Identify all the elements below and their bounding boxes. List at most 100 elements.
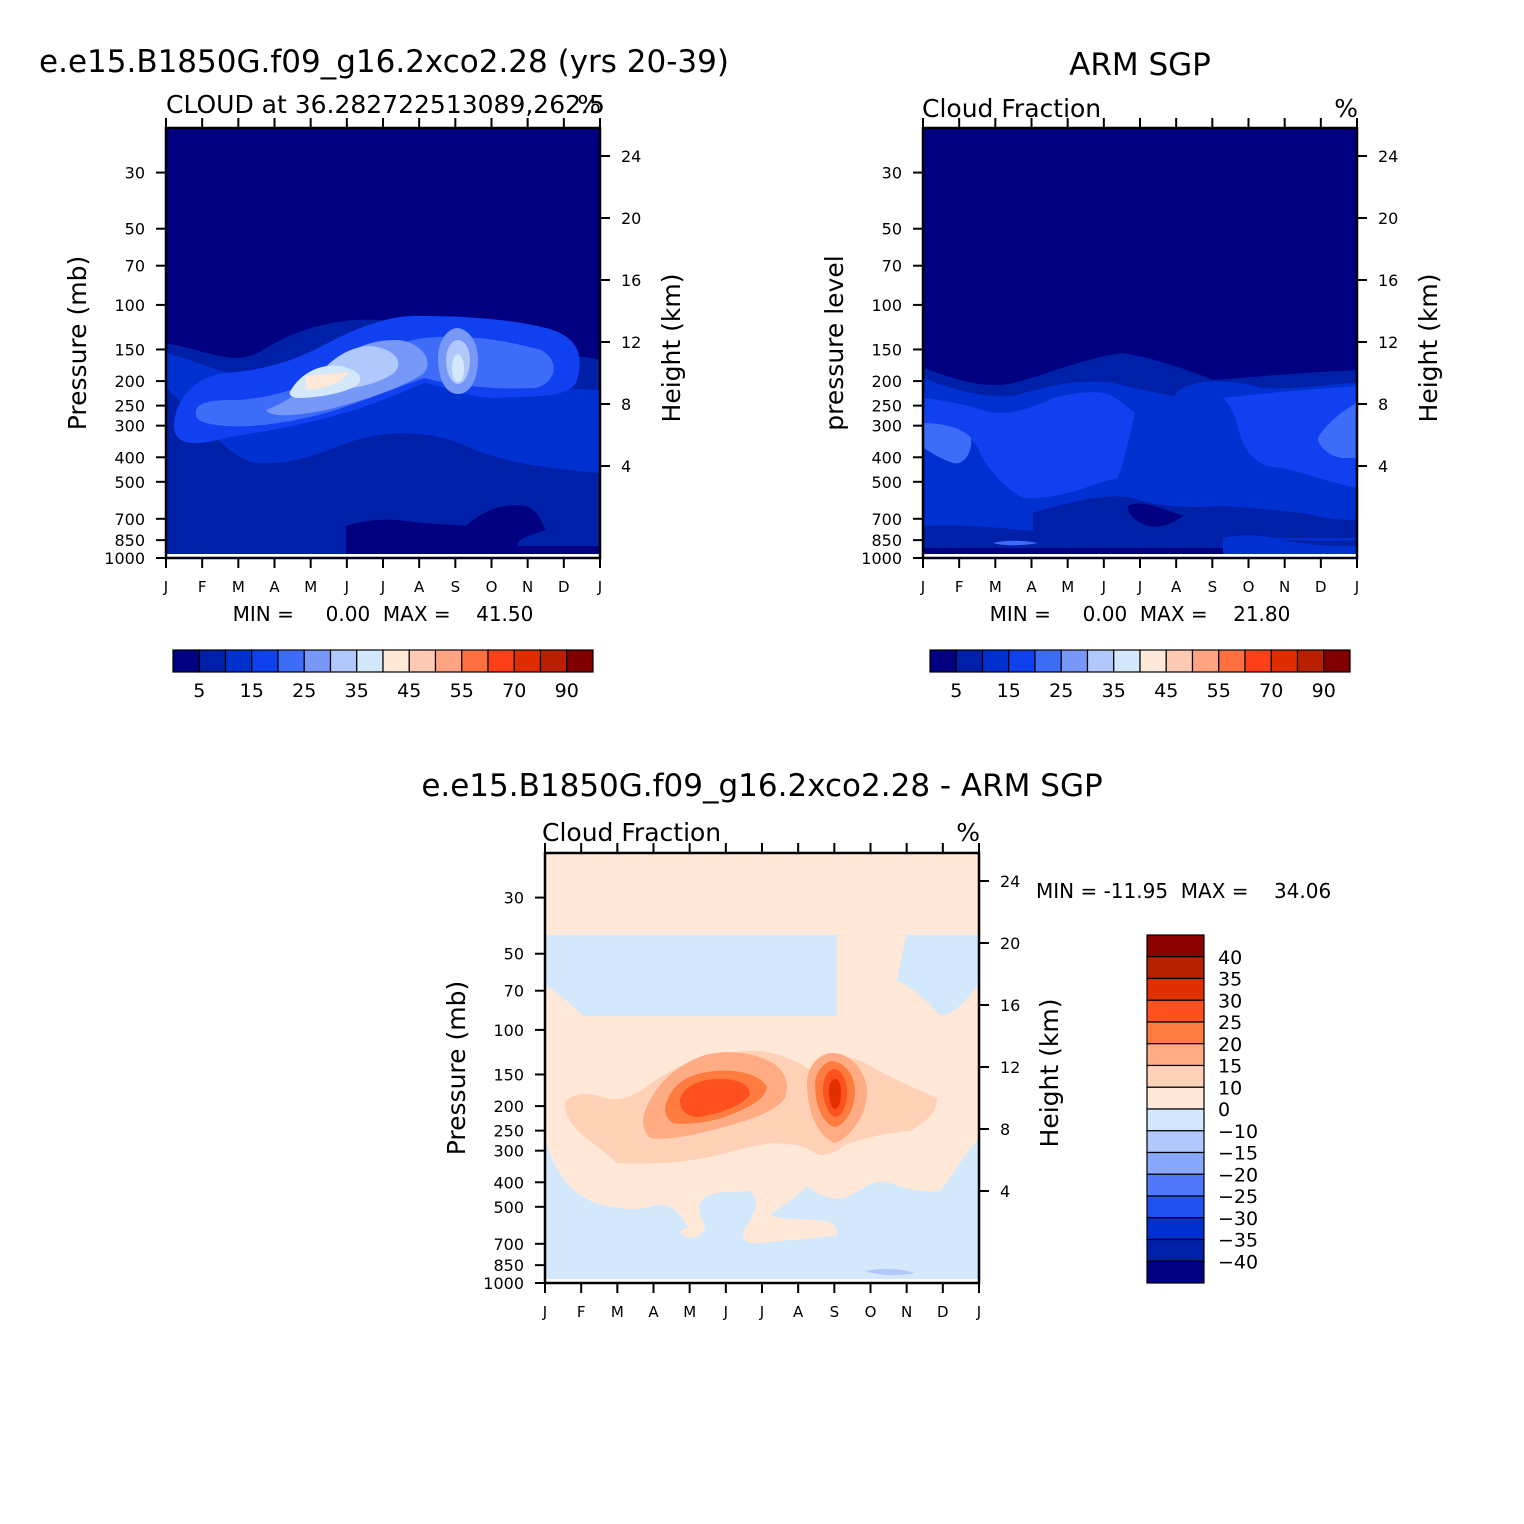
model-p-tick-label: 200: [114, 372, 145, 391]
colorbar-0-box: [329, 649, 358, 673]
obs-stats-label: MIN = 0.00 MAX = 21.80: [990, 602, 1291, 626]
obs-x-tick-label: F: [955, 578, 964, 596]
obs-contour-field: [923, 128, 1357, 558]
obs-p-tick-label: 150: [871, 340, 902, 359]
colorbar-0-box: [356, 649, 384, 673]
colorbar-0-box: [277, 649, 305, 673]
diff-p-tick-label: 50: [504, 945, 524, 964]
diff-title: e.e15.B1850G.f09_g16.2xco2.28 - ARM SGP: [421, 768, 1102, 804]
colorbar-0-box: [408, 649, 437, 673]
model-z-tick-label: 12: [621, 333, 641, 352]
obs-x-tick-label: J: [1137, 578, 1142, 596]
model-p-tick-label: 150: [114, 340, 145, 359]
diff-x-tick-label: F: [577, 1303, 586, 1321]
obs-x-tick-label: S: [1208, 578, 1218, 596]
model-z-tick-label: 8: [621, 395, 631, 414]
colorbar-0-box: [172, 649, 200, 673]
colorbar-2-box: [1146, 934, 1205, 958]
model-p-tick-label: 100: [114, 296, 145, 315]
model-stats-label: MIN = 0.00 MAX = 41.50: [233, 602, 534, 626]
obs-p-tick-label: 30: [882, 164, 902, 183]
diff-contour-field: [545, 853, 979, 1283]
colorbar-1-box: [1323, 649, 1351, 673]
panel-obs: ARM SGP Cloud Fraction % J F M A M J J A S O N D J 30…: [820, 47, 1443, 626]
model-z-tick-label: 4: [621, 457, 631, 476]
colorbar-0-label: 35: [345, 680, 369, 702]
colorbar-2-label: 40: [1218, 947, 1242, 969]
model-p-tick-label: 250: [114, 397, 145, 416]
diff-subtitle: Cloud Fraction: [542, 818, 721, 847]
colorbar-2-box: [1146, 1173, 1205, 1197]
colorbar-2-label: −10: [1218, 1121, 1258, 1143]
model-p-tick-label: 70: [125, 257, 145, 276]
obs-z-tick-label: 16: [1378, 271, 1398, 290]
colorbar-2-box: [1146, 1195, 1205, 1219]
model-x-tick-label: A: [414, 578, 425, 596]
obs-units: %: [1334, 94, 1358, 123]
colorbar-0-box: [487, 649, 515, 673]
diff-p-tick-label: 850: [493, 1256, 524, 1275]
colorbar-2-box: [1146, 1130, 1205, 1154]
colorbar-0-label: 15: [240, 680, 264, 702]
obs-p-tick-label: 300: [871, 417, 902, 436]
obs-p-tick-label: 70: [882, 257, 902, 276]
colorbar-1-box: [981, 649, 1010, 673]
diff-y2-axis-label: Height (km): [1035, 999, 1064, 1148]
colorbar-1-label: 15: [997, 680, 1021, 702]
obs-z-tick-label: 24: [1378, 147, 1398, 166]
model-z-tick-label: 20: [621, 209, 641, 228]
colorbar-0-box: [539, 649, 568, 673]
obs-z-tick-label: 20: [1378, 209, 1398, 228]
model-subtitle: CLOUD at 36.282722513089,262.5: [166, 90, 605, 119]
obs-x-tick-label: M: [989, 578, 1002, 596]
model-z-tick-label: 16: [621, 271, 641, 290]
colorbar-1-box: [1139, 649, 1167, 673]
model-y2-axis-label: Height (km): [657, 274, 686, 423]
diff-stats-label: MIN = -11.95 MAX = 34.06: [1036, 879, 1331, 903]
diff-x-tick-label: S: [830, 1303, 840, 1321]
diff-p-tick-label: 500: [493, 1198, 524, 1217]
obs-x-tick-label: A: [1171, 578, 1182, 596]
diff-x-tick-label: N: [901, 1303, 912, 1321]
obs-x-tick-label: N: [1279, 578, 1290, 596]
diff-p-tick-label: 250: [493, 1122, 524, 1141]
obs-y2-axis-label: Height (km): [1414, 274, 1443, 423]
colorbar-0-label: 25: [292, 680, 316, 702]
colorbar-2-box: [1146, 956, 1205, 980]
colorbar-1-box: [1218, 649, 1246, 673]
colorbar-0-box: [566, 649, 594, 673]
colorbar-1-label: 70: [1259, 680, 1283, 702]
colorbar-0-label: 5: [193, 680, 205, 702]
obs-x-tick-label: J: [920, 578, 925, 596]
model-p-tick-label: 50: [125, 220, 145, 239]
obs-p-tick-label: 1000: [861, 549, 902, 568]
colorbar-2-box: [1146, 1021, 1205, 1045]
colorbar-0-box: [251, 649, 279, 673]
colorbar-2-label: 10: [1218, 1077, 1242, 1099]
colorbar-2-label: −20: [1218, 1164, 1258, 1186]
colorbar-2-label: −25: [1218, 1186, 1258, 1208]
obs-x-tick-label: J: [1101, 578, 1106, 596]
colorbar-0-box: [198, 649, 227, 673]
colorbar-2-label: 20: [1218, 1034, 1242, 1056]
colorbar-2-box: [1146, 1086, 1205, 1110]
obs-p-tick-label: 200: [871, 372, 902, 391]
model-x-tick-label: N: [522, 578, 533, 596]
obs-title: ARM SGP: [1069, 47, 1211, 83]
diff-z-tick-label: 12: [1000, 1058, 1020, 1077]
model-x-tick-label: J: [344, 578, 349, 596]
colorbar-1-box: [1060, 649, 1089, 673]
model-x-tick-label: M: [304, 578, 317, 596]
diff-x-tick-label: M: [611, 1303, 624, 1321]
model-p-tick-label: 400: [114, 448, 145, 467]
colorbar-2-box: [1146, 1043, 1205, 1067]
model-x-tick-label: F: [198, 578, 207, 596]
colorbar-1-label: 90: [1312, 680, 1336, 702]
colorbar-2-label: −30: [1218, 1208, 1258, 1230]
model-title: e.e15.B1850G.f09_g16.2xco2.28 (yrs 20-39…: [39, 44, 729, 80]
model-p-tick-label: 500: [114, 473, 145, 492]
colorbar-1-box: [1244, 649, 1272, 673]
diff-y-axis-label: Pressure (mb): [442, 981, 471, 1155]
obs-x-tick-label: D: [1315, 578, 1327, 596]
